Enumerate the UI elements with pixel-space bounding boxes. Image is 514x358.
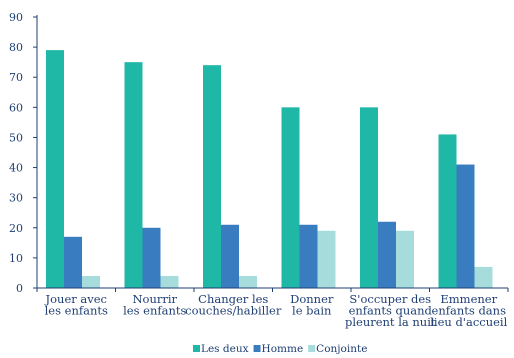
x-axis: Jouer avec les enfants Nourrir les enfantsC… — [36, 287, 509, 329]
y-tick-label: 40 — [9, 162, 23, 175]
y-tick-label: 80 — [9, 41, 23, 54]
x-category-label: Nourrir les enfants — [123, 292, 186, 318]
bar-les-deux-3 — [281, 107, 300, 288]
x-category-label: Donner le bain — [290, 292, 334, 318]
bar-homme-5 — [456, 164, 475, 288]
x-category-label: Emmener enfants dans lieu d'accueil — [430, 292, 507, 329]
y-tick-label: 60 — [9, 101, 23, 114]
bar-les-deux-1 — [124, 62, 143, 288]
legend-swatch — [193, 345, 200, 352]
y-axis: 0 10 20 30 40 50 60 70 80 90 — [9, 11, 38, 295]
bar-les-deux-2 — [203, 65, 221, 288]
y-tick-label: 0 — [16, 282, 23, 295]
legend-swatch — [308, 345, 316, 352]
y-tick-label: 50 — [9, 131, 23, 144]
legend-label: Conjointe — [316, 343, 367, 355]
legend: Les deux Homme Conjointe — [193, 343, 367, 355]
legend-swatch — [253, 345, 261, 352]
x-category-label: Changer les couches/habiller — [185, 292, 282, 318]
bar-homme-3 — [299, 224, 318, 288]
legend-label: Homme — [262, 343, 304, 355]
bar-conjointe-5 — [474, 266, 493, 288]
bar-homme-1 — [142, 227, 161, 288]
y-tick-label: 30 — [9, 192, 23, 205]
bar-les-deux-4 — [360, 107, 378, 288]
y-tick-label: 90 — [9, 11, 23, 24]
y-tick-label: 70 — [9, 71, 23, 84]
bars — [46, 50, 493, 288]
bar-homme-4 — [378, 221, 396, 288]
bar-conjointe-2 — [239, 275, 257, 288]
bar-homme-0 — [64, 236, 82, 288]
x-category-label: Jouer avec les enfants — [45, 292, 108, 318]
y-tick-label: 10 — [9, 252, 23, 265]
bar-homme-2 — [221, 224, 239, 288]
bar-conjointe-3 — [317, 230, 336, 288]
bar-les-deux-0 — [46, 50, 64, 288]
y-tick-label: 20 — [9, 222, 23, 235]
x-category-label: S'occuper des enfants quand pleurent la nu… — [345, 292, 436, 329]
bar-conjointe-4 — [396, 230, 414, 288]
legend-label: Les deux — [201, 343, 249, 355]
bar-conjointe-1 — [160, 275, 179, 288]
bar-les-deux-5 — [438, 134, 457, 288]
bar-conjointe-0 — [82, 275, 100, 288]
